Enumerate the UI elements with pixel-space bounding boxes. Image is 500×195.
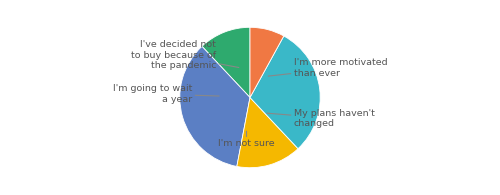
Text: I'm more motivated
than ever: I'm more motivated than ever xyxy=(268,58,387,78)
Wedge shape xyxy=(237,98,298,168)
Text: I'm not sure: I'm not sure xyxy=(218,131,275,148)
Text: I've decided not
to buy because of
the pandemic: I've decided not to buy because of the p… xyxy=(131,41,239,70)
Wedge shape xyxy=(250,27,284,98)
Wedge shape xyxy=(180,46,250,167)
Wedge shape xyxy=(250,36,320,149)
Text: My plans haven't
changed: My plans haven't changed xyxy=(267,109,374,128)
Text: I'm going to wait
a year: I'm going to wait a year xyxy=(113,84,219,104)
Wedge shape xyxy=(202,27,250,98)
